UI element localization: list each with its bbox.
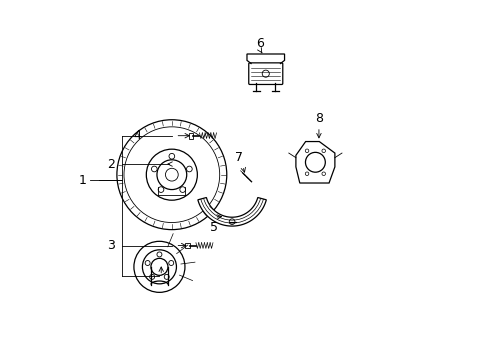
Text: 7: 7 [235,151,243,164]
Circle shape [151,258,167,275]
Polygon shape [198,198,266,226]
Text: 6: 6 [256,37,264,50]
Text: 2: 2 [107,158,115,171]
Circle shape [305,152,325,172]
FancyBboxPatch shape [188,133,193,139]
Text: 4: 4 [134,129,142,142]
Text: 3: 3 [107,239,115,252]
FancyBboxPatch shape [185,243,189,248]
Polygon shape [295,141,334,183]
Text: 1: 1 [79,174,86,186]
Text: 8: 8 [314,112,322,125]
Text: 5: 5 [210,221,218,234]
FancyBboxPatch shape [248,63,282,85]
Circle shape [157,160,186,190]
Circle shape [165,168,178,181]
